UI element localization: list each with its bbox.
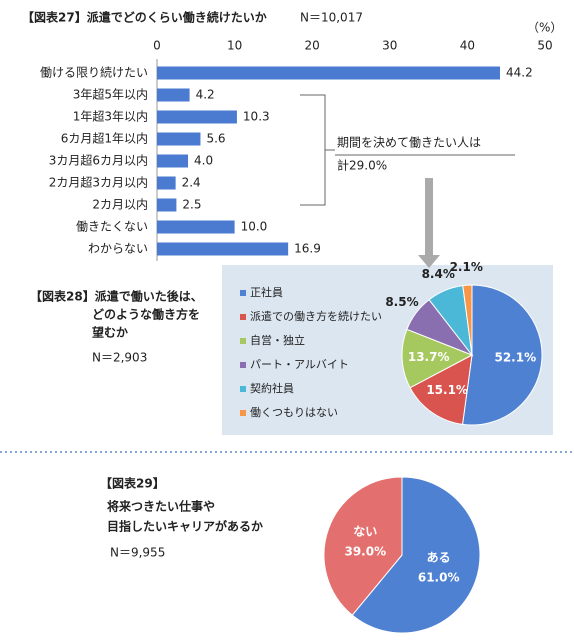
value-label: 10.3 — [243, 110, 270, 124]
category-label: 働きたくない — [76, 220, 148, 234]
chart-subtitle: N＝9,955 — [110, 546, 165, 560]
legend-swatch — [240, 386, 246, 392]
arrow — [418, 178, 440, 268]
legend-label: 派遣での働き方を続けたい — [250, 309, 382, 323]
value-label: 5.6 — [206, 132, 225, 146]
category-label: 3カ月超6カ月以内 — [49, 153, 148, 168]
legend-label: 働くつもりはない — [250, 406, 338, 419]
slice-label: 8.5% — [385, 295, 418, 309]
legend-swatch — [240, 362, 246, 368]
chart-title: 【図表29】 — [100, 476, 165, 491]
pie-slice — [401, 328, 474, 389]
slice-label: 15.1% — [426, 383, 468, 397]
value-label: 16.9 — [294, 242, 321, 256]
bar — [157, 88, 190, 102]
chart-title: どのような働き方を — [92, 307, 200, 322]
slice-label: 39.0% — [344, 544, 386, 558]
category-label: 1年超3年以内 — [73, 109, 148, 124]
category-label: 働ける限り続けたい — [40, 66, 148, 80]
value-label: 2.5 — [182, 198, 201, 212]
bar — [157, 66, 500, 80]
pie-slice — [462, 284, 473, 356]
chart-subtitle: N＝10,017 — [300, 11, 363, 25]
value-label: 10.0 — [241, 220, 268, 234]
chart-subtitle: N＝2,903 — [92, 351, 147, 365]
pie-slice — [323, 476, 403, 616]
x-tick-label: 10 — [227, 39, 242, 53]
annotation: 期間を決めて働きたい人は — [337, 136, 481, 150]
chart-title: 【図表27】派遣でどのくらい働き続けたいか — [22, 10, 267, 25]
x-tick-label: 20 — [305, 39, 320, 53]
pie-slice — [351, 476, 481, 634]
slice-label: 8.4% — [422, 267, 455, 281]
legend-swatch — [240, 290, 246, 296]
value-label: 2.4 — [182, 176, 201, 190]
category-label: 3年超5年以内 — [73, 87, 148, 102]
bar — [157, 198, 177, 212]
legend-label: 正社員 — [250, 285, 283, 299]
slice-label: 2.1% — [450, 260, 483, 274]
bar — [157, 132, 201, 146]
axis-unit: （%） — [527, 21, 562, 35]
slice-category: ない — [353, 524, 377, 538]
slice-label: 61.0% — [418, 571, 460, 585]
x-tick-label: 30 — [382, 39, 397, 53]
category-label: わからない — [88, 242, 148, 256]
legend-swatch — [240, 410, 246, 416]
chart-title: 【図表28】派遣で働いた後は、 — [30, 289, 203, 304]
value-label: 44.2 — [506, 66, 533, 80]
pie-slice — [462, 284, 543, 426]
category-label: 6カ月超1年以内 — [61, 131, 148, 146]
bar — [157, 154, 189, 168]
value-label: 4.0 — [194, 154, 213, 168]
annotation: 計29.0% — [337, 158, 387, 173]
pie-slice — [409, 354, 473, 425]
legend-label: パート・アルバイト — [250, 358, 349, 371]
legend-swatch — [240, 314, 246, 320]
bar — [157, 242, 289, 256]
x-tick-label: 0 — [153, 39, 161, 53]
chart-title: 目指したいキャリアがあるか — [107, 519, 263, 534]
x-tick-label: 40 — [460, 39, 475, 53]
legend-label: 契約社員 — [250, 381, 294, 395]
slice-label: 13.7% — [408, 350, 450, 364]
slice-category: ある — [427, 551, 451, 565]
bar — [157, 176, 176, 190]
bar — [157, 110, 237, 124]
slice-label: 52.1% — [494, 350, 536, 364]
chart-title: 望むか — [92, 325, 128, 340]
category-label: 2カ月超3カ月以内 — [49, 175, 148, 190]
chart-title: 将来つきたい仕事や — [107, 499, 215, 514]
bracket — [300, 94, 335, 206]
bar — [157, 220, 235, 234]
x-tick-label: 50 — [537, 39, 552, 53]
category-label: 2カ月以内 — [92, 198, 148, 212]
value-label: 4.2 — [196, 88, 215, 102]
legend-swatch — [240, 338, 246, 344]
legend-label: 自営・独立 — [250, 333, 305, 347]
